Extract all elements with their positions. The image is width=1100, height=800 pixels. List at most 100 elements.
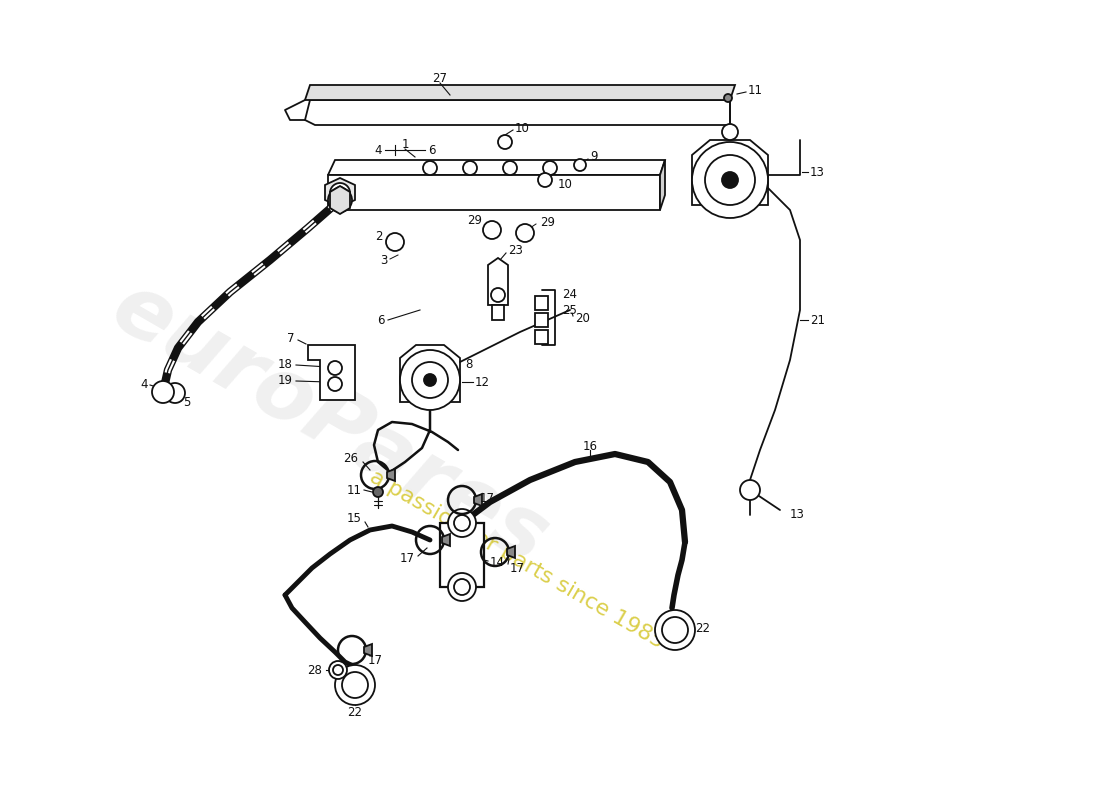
Polygon shape [328, 160, 666, 175]
Circle shape [574, 159, 586, 171]
Circle shape [662, 617, 688, 643]
Polygon shape [305, 100, 730, 125]
Polygon shape [328, 175, 660, 210]
Text: 2: 2 [375, 230, 383, 243]
Text: 10: 10 [515, 122, 530, 134]
Text: 6: 6 [377, 314, 385, 326]
Circle shape [740, 480, 760, 500]
Text: 20: 20 [575, 311, 590, 325]
Text: 5: 5 [183, 397, 190, 410]
Circle shape [333, 665, 343, 675]
Circle shape [491, 288, 505, 302]
Polygon shape [308, 345, 355, 400]
Text: 4: 4 [374, 143, 382, 157]
Text: 17: 17 [480, 491, 495, 505]
Text: 10: 10 [558, 178, 573, 190]
Text: 19: 19 [278, 374, 293, 387]
Text: 4: 4 [141, 378, 149, 391]
Polygon shape [535, 313, 548, 327]
Circle shape [336, 665, 375, 705]
Polygon shape [492, 305, 504, 320]
Polygon shape [535, 296, 548, 310]
Text: 8: 8 [465, 358, 472, 370]
Text: 13: 13 [790, 509, 805, 522]
Text: 18: 18 [278, 358, 293, 370]
Circle shape [412, 362, 448, 398]
Text: 28: 28 [307, 663, 322, 677]
Circle shape [483, 221, 500, 239]
Text: 13: 13 [810, 166, 825, 178]
Text: 3: 3 [381, 254, 388, 266]
Polygon shape [442, 534, 450, 546]
Text: 29: 29 [468, 214, 482, 226]
Circle shape [152, 381, 174, 403]
Text: 11: 11 [748, 83, 763, 97]
Circle shape [692, 142, 768, 218]
Circle shape [328, 188, 352, 212]
Text: 17: 17 [400, 551, 415, 565]
Polygon shape [440, 523, 484, 587]
Text: a passion for parts since 1985: a passion for parts since 1985 [366, 467, 668, 653]
Circle shape [516, 224, 534, 242]
Circle shape [498, 135, 512, 149]
Text: 1: 1 [402, 138, 409, 151]
Circle shape [373, 487, 383, 497]
Polygon shape [660, 160, 666, 210]
Circle shape [454, 579, 470, 595]
Circle shape [654, 610, 695, 650]
Text: 9: 9 [590, 150, 597, 163]
Text: 23: 23 [508, 243, 522, 257]
Circle shape [454, 515, 470, 531]
Polygon shape [692, 140, 768, 205]
Circle shape [400, 350, 460, 410]
Circle shape [448, 573, 476, 601]
Polygon shape [535, 330, 548, 344]
Text: 15: 15 [348, 511, 362, 525]
Circle shape [448, 509, 476, 537]
Text: 24: 24 [562, 289, 578, 302]
Text: 11: 11 [346, 483, 362, 497]
Polygon shape [474, 494, 482, 506]
Text: 27: 27 [432, 71, 448, 85]
Circle shape [503, 161, 517, 175]
Circle shape [330, 183, 350, 203]
Polygon shape [488, 258, 508, 305]
Text: 22: 22 [695, 622, 710, 634]
Circle shape [538, 173, 552, 187]
Text: euroPares: euroPares [98, 266, 562, 582]
Circle shape [705, 155, 755, 205]
Polygon shape [400, 345, 460, 402]
Text: 12: 12 [475, 375, 490, 389]
Circle shape [334, 187, 346, 199]
Text: 7: 7 [287, 331, 295, 345]
Circle shape [329, 661, 346, 679]
Text: 16: 16 [583, 439, 597, 453]
Polygon shape [507, 546, 515, 558]
Polygon shape [324, 178, 355, 207]
Polygon shape [364, 644, 372, 656]
Polygon shape [387, 469, 395, 481]
Circle shape [722, 124, 738, 140]
Circle shape [165, 383, 185, 403]
Circle shape [328, 377, 342, 391]
Text: 29: 29 [540, 215, 556, 229]
Text: 6: 6 [428, 143, 436, 157]
Text: 25: 25 [562, 303, 576, 317]
Circle shape [724, 94, 732, 102]
Text: 26: 26 [343, 451, 358, 465]
Circle shape [463, 161, 477, 175]
Circle shape [328, 361, 342, 375]
Text: 14: 14 [490, 555, 505, 569]
Circle shape [424, 161, 437, 175]
Circle shape [424, 374, 436, 386]
Text: 21: 21 [810, 314, 825, 326]
Text: 17: 17 [368, 654, 383, 666]
Polygon shape [330, 186, 350, 214]
Polygon shape [305, 85, 735, 100]
Circle shape [543, 161, 557, 175]
Circle shape [342, 672, 369, 698]
Text: 22: 22 [348, 706, 363, 718]
Circle shape [722, 172, 738, 188]
Text: 17: 17 [510, 562, 525, 574]
Circle shape [386, 233, 404, 251]
